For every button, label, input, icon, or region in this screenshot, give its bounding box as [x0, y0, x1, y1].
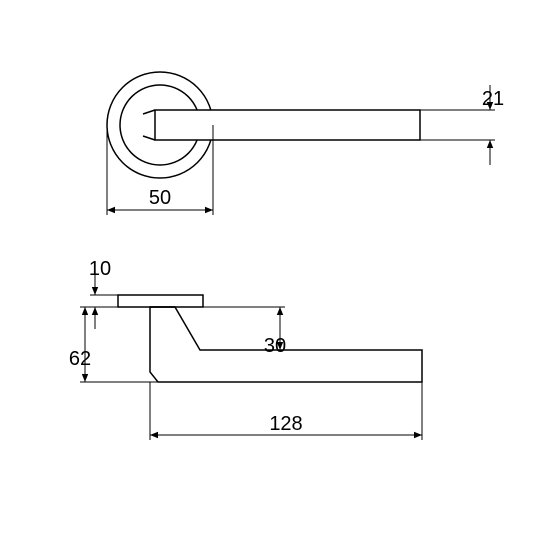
dim-128: 128 — [269, 413, 302, 435]
technical-drawing: 50 21 10 62 30 128 — [0, 0, 551, 551]
plate-side — [118, 295, 203, 307]
dim-50: 50 — [149, 187, 171, 209]
dim-30: 30 — [264, 335, 286, 357]
dim-21: 21 — [482, 88, 504, 110]
dim-62: 62 — [69, 348, 91, 370]
dim-10: 10 — [89, 258, 111, 280]
handle-top — [155, 110, 420, 140]
